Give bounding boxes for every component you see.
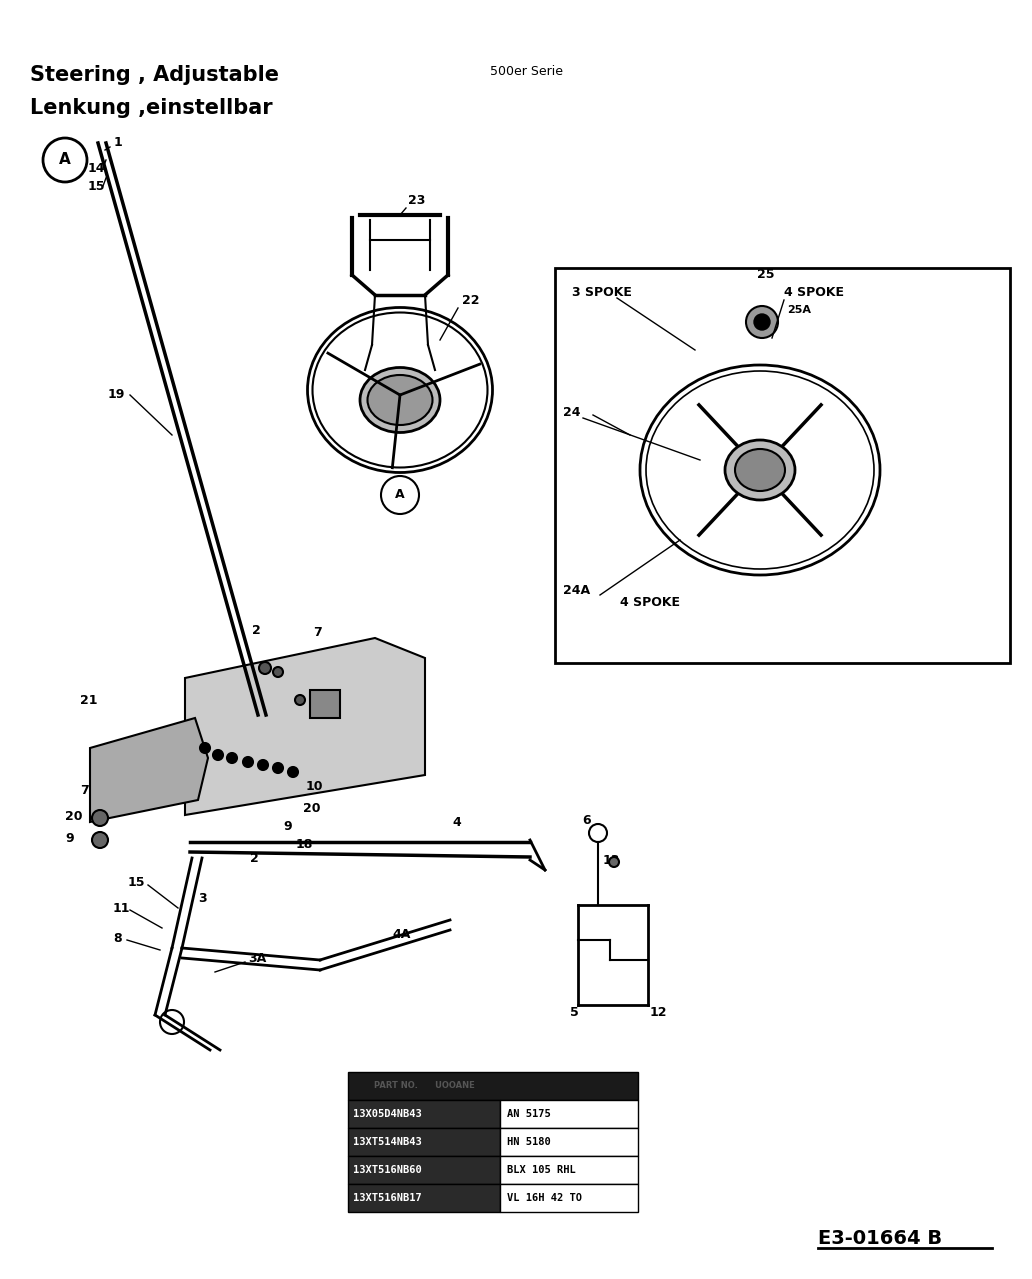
Text: E3-01664 B: E3-01664 B [818, 1229, 942, 1247]
Bar [499, 1184, 638, 1212]
Text: 3 SPOKE: 3 SPOKE [572, 285, 632, 298]
Text: 7: 7 [80, 784, 89, 797]
Circle shape [227, 753, 237, 764]
Ellipse shape [367, 375, 432, 425]
Text: 11: 11 [112, 902, 130, 914]
Text: 13: 13 [603, 853, 620, 866]
Text: A: A [395, 489, 405, 501]
Bar [310, 689, 340, 718]
Text: 25A: 25A [787, 304, 811, 315]
Text: 13XT516NB17: 13XT516NB17 [353, 1193, 422, 1204]
Text: 18: 18 [296, 839, 314, 852]
Text: 24A: 24A [563, 583, 590, 596]
Text: 6: 6 [582, 813, 590, 826]
Text: 15: 15 [88, 179, 105, 193]
Circle shape [92, 810, 108, 826]
Text: 21: 21 [80, 693, 97, 706]
Text: BLX 105 RHL: BLX 105 RHL [507, 1165, 576, 1175]
Text: 25: 25 [757, 269, 774, 281]
Text: 9: 9 [283, 821, 292, 834]
Text: 3: 3 [198, 891, 206, 904]
Text: 4 SPOKE: 4 SPOKE [784, 285, 844, 298]
Ellipse shape [725, 440, 795, 500]
Text: Steering , Adjustable: Steering , Adjustable [30, 65, 279, 84]
Bar [348, 1156, 499, 1184]
Bar [499, 1156, 638, 1184]
Text: 500er Serie: 500er Serie [490, 65, 563, 78]
Circle shape [609, 857, 619, 867]
Text: 3A: 3A [248, 952, 266, 964]
Text: 2: 2 [250, 852, 259, 865]
Text: 23: 23 [408, 193, 425, 206]
Text: 10: 10 [307, 779, 323, 793]
Text: VL 16H 42 TO: VL 16H 42 TO [507, 1193, 582, 1204]
Ellipse shape [360, 367, 440, 432]
Bar [499, 1128, 638, 1156]
Text: AN 5175: AN 5175 [507, 1109, 551, 1119]
Circle shape [92, 833, 108, 848]
Text: 2: 2 [252, 623, 261, 637]
Text: PART NO.      UOOANE: PART NO. UOOANE [374, 1082, 475, 1091]
Bar [499, 1100, 638, 1128]
Bar [348, 1072, 638, 1100]
Text: 12: 12 [650, 1005, 668, 1018]
Text: 4A: 4A [392, 929, 411, 941]
Circle shape [273, 764, 283, 773]
Bar [348, 1100, 499, 1128]
Text: 13XT516NB60: 13XT516NB60 [353, 1165, 422, 1175]
Ellipse shape [735, 449, 785, 491]
Text: Lenkung ,einstellbar: Lenkung ,einstellbar [30, 98, 272, 118]
Text: 15: 15 [128, 876, 146, 889]
Polygon shape [185, 638, 425, 815]
Circle shape [746, 306, 778, 338]
Text: 13XT514NB43: 13XT514NB43 [353, 1137, 422, 1147]
Circle shape [754, 315, 770, 330]
Polygon shape [90, 718, 208, 822]
Text: 22: 22 [462, 293, 480, 307]
Text: 5: 5 [570, 1005, 579, 1018]
Circle shape [200, 743, 209, 753]
Text: A: A [59, 152, 71, 168]
Text: 19: 19 [108, 389, 125, 402]
Text: 20: 20 [303, 802, 321, 815]
Text: 13X05D4NB43: 13X05D4NB43 [353, 1109, 422, 1119]
Text: 1: 1 [114, 137, 123, 150]
Bar [555, 269, 1010, 663]
Bar [348, 1128, 499, 1156]
Circle shape [288, 767, 298, 778]
Circle shape [213, 749, 223, 760]
Text: HN 5180: HN 5180 [507, 1137, 551, 1147]
Text: 4: 4 [452, 816, 460, 829]
Circle shape [243, 757, 253, 767]
Bar [348, 1184, 499, 1212]
Circle shape [259, 663, 271, 674]
Circle shape [258, 760, 268, 770]
Circle shape [295, 694, 305, 705]
Text: 7: 7 [313, 625, 322, 638]
Text: 8: 8 [112, 931, 122, 944]
Circle shape [273, 668, 283, 677]
Text: 9: 9 [65, 831, 73, 844]
Text: 14: 14 [88, 161, 105, 174]
Text: 20: 20 [65, 810, 83, 822]
Text: 4 SPOKE: 4 SPOKE [620, 596, 680, 609]
Text: 24: 24 [563, 407, 580, 420]
